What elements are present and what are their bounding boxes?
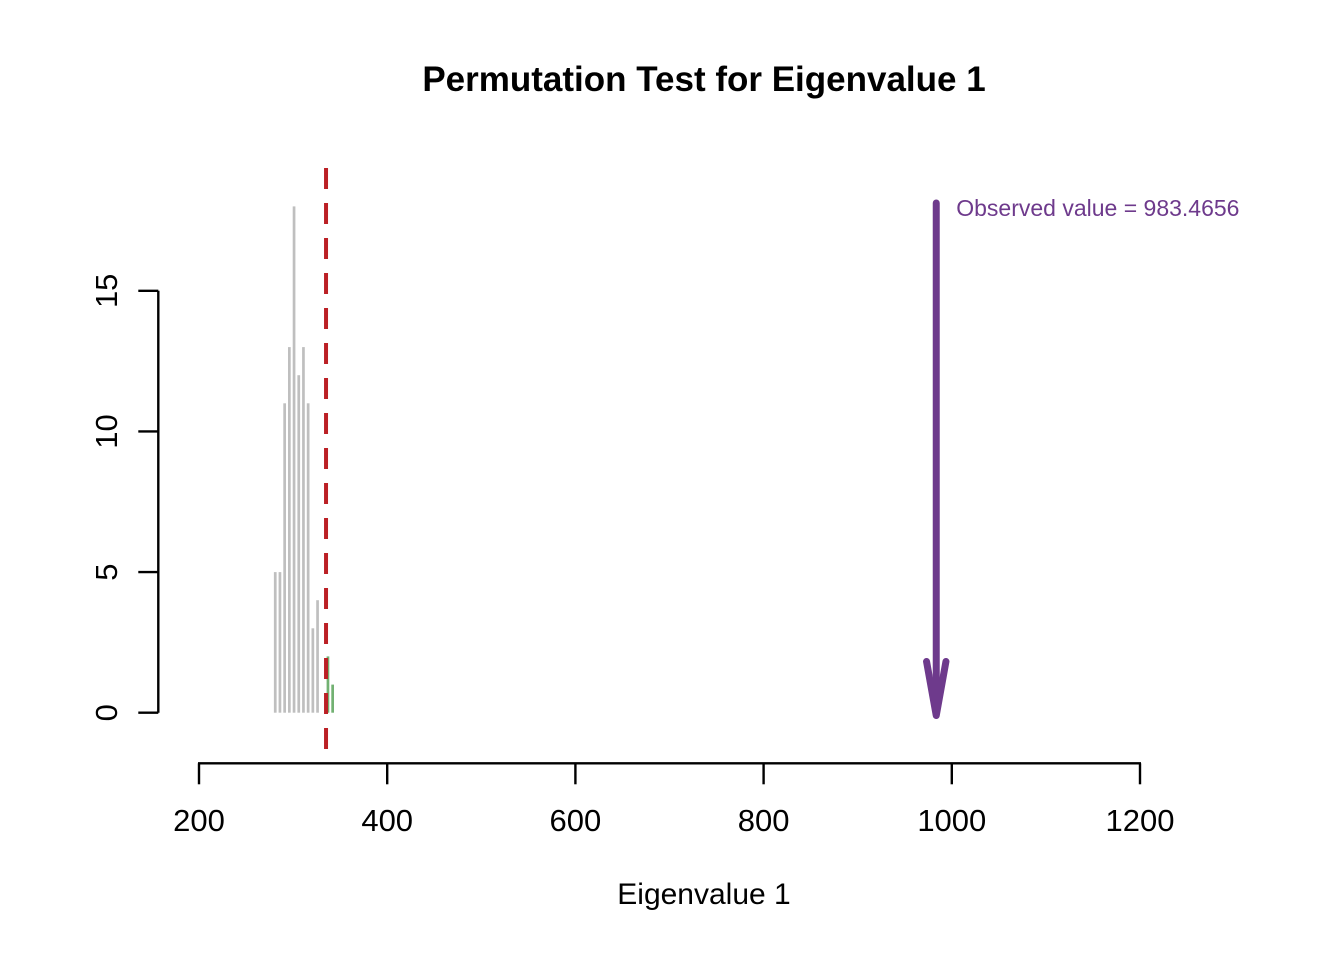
- y-axis-tick-label: 15: [89, 274, 124, 308]
- histogram-bar: [283, 403, 286, 713]
- histogram-bar: [306, 403, 310, 713]
- x-axis-tick-label: 1000: [917, 803, 986, 838]
- observed-value-arrowhead-icon: [923, 658, 950, 719]
- histogram-bar: [297, 375, 301, 713]
- plot-title: Permutation Test for Eigenvalue 1: [422, 60, 986, 99]
- histogram-bar: [311, 628, 315, 713]
- histogram-bar: [288, 347, 291, 713]
- y-axis-tick-label: 0: [89, 704, 124, 721]
- histogram-bar-exceeding: [326, 656, 330, 713]
- histogram-bar: [292, 206, 296, 713]
- x-axis-tick-label: 600: [550, 803, 602, 838]
- x-axis-title: Eigenvalue 1: [617, 878, 791, 911]
- y-axis-tick-label: 10: [89, 414, 124, 448]
- histogram-bar-exceeding: [331, 684, 334, 713]
- x-axis-tick-label: 200: [173, 803, 225, 838]
- y-axis-tick-label: 5: [89, 563, 124, 580]
- x-axis-tick-label: 1200: [1106, 803, 1175, 838]
- x-axis-tick-label: 800: [738, 803, 790, 838]
- observed-value-label: Observed value = 983.4656: [956, 195, 1239, 221]
- histogram-bar: [316, 600, 319, 713]
- histogram-bar: [302, 347, 305, 713]
- histogram-bar: [273, 572, 277, 713]
- histogram-bar: [278, 572, 282, 713]
- x-axis-tick-label: 400: [361, 803, 413, 838]
